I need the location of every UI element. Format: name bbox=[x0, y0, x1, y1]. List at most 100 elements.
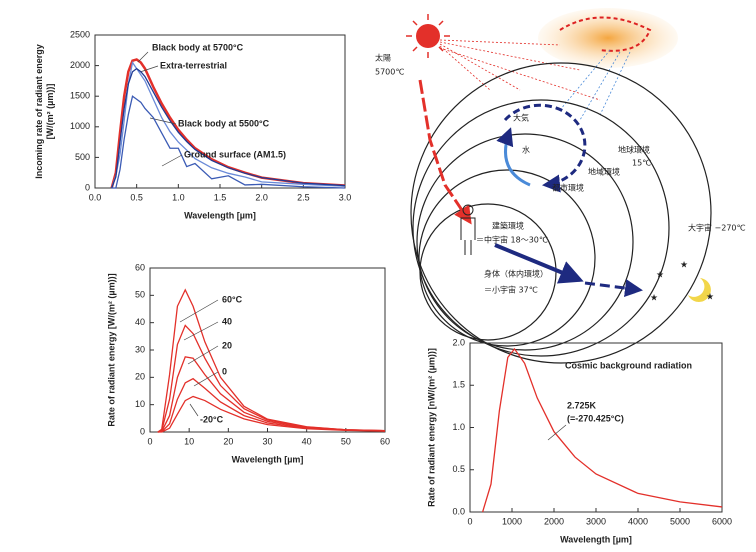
label: 大宇宙 −270℃ bbox=[688, 223, 746, 233]
y-tick-label: 2500 bbox=[70, 29, 90, 39]
y-tick-label: 40 bbox=[135, 317, 145, 327]
svg-text:★: ★ bbox=[650, 292, 658, 302]
series-label: 0 bbox=[222, 366, 227, 376]
y-tick-label: 1500 bbox=[70, 91, 90, 101]
annotation: 2.725K bbox=[567, 400, 597, 410]
label: ＝中宇宙 18～30℃ bbox=[476, 235, 548, 245]
y-tick-label: 0 bbox=[85, 182, 90, 192]
annotation: (=-270.425°C) bbox=[567, 413, 624, 423]
label: 5700℃ bbox=[375, 68, 404, 77]
x-tick-label: 4000 bbox=[628, 516, 648, 526]
svg-text:★: ★ bbox=[656, 269, 664, 279]
y-tick-label: 0.5 bbox=[452, 464, 465, 474]
series-label: Black body at 5500°C bbox=[178, 118, 270, 128]
label: 太陽 bbox=[375, 53, 391, 63]
x-tick-label: 10 bbox=[184, 436, 194, 446]
leader-line bbox=[183, 321, 219, 341]
series-line bbox=[157, 377, 386, 433]
annotation: Cosmic background radiation bbox=[565, 360, 692, 370]
series-line bbox=[111, 67, 346, 189]
stars: ★ ★ ★ ★ bbox=[650, 259, 714, 302]
radiation-rays bbox=[439, 39, 601, 101]
y-tick-label: 10 bbox=[135, 399, 145, 409]
leader-line bbox=[193, 371, 219, 387]
series-label: 60°C bbox=[222, 294, 243, 304]
leader-line bbox=[179, 299, 219, 323]
label: 身体（体内環境） bbox=[484, 269, 548, 279]
y-tick-label: 0.0 bbox=[452, 506, 465, 516]
series-line bbox=[111, 95, 346, 189]
series-label: Extra-terrestrial bbox=[160, 60, 227, 70]
x-tick-label: 2.0 bbox=[255, 192, 268, 202]
y-tick-label: 50 bbox=[135, 290, 145, 300]
moon bbox=[688, 278, 711, 302]
leader-line bbox=[139, 65, 159, 73]
y-axis-label: Incoming rate of radiant energy bbox=[34, 44, 44, 179]
x-tick-label: 40 bbox=[302, 436, 312, 446]
sun-rays bbox=[406, 14, 450, 58]
radiation-arrow bbox=[494, 243, 584, 284]
label: 大気 bbox=[513, 113, 529, 123]
series-label: 20 bbox=[222, 340, 232, 350]
y-tick-label: 1000 bbox=[70, 121, 90, 131]
x-tick-label: 0 bbox=[147, 436, 152, 446]
svg-text:★: ★ bbox=[706, 291, 714, 301]
x-tick-label: 2000 bbox=[544, 516, 564, 526]
environment-circles bbox=[410, 62, 712, 364]
sun bbox=[416, 24, 440, 48]
radiation-arrow bbox=[584, 279, 643, 298]
y-tick-label: 1.5 bbox=[452, 380, 465, 390]
plot-frame bbox=[94, 34, 346, 189]
y-tick-label: 500 bbox=[75, 152, 90, 162]
x-tick-label: 5000 bbox=[670, 516, 690, 526]
x-tick-label: 0 bbox=[467, 516, 472, 526]
series-label: Ground surface (AM1.5) bbox=[184, 149, 286, 159]
x-tick-label: 1.5 bbox=[214, 192, 227, 202]
y-tick-label: 20 bbox=[135, 372, 145, 382]
x-tick-label: 2.5 bbox=[297, 192, 310, 202]
label: ＝小宇宙 37℃ bbox=[484, 285, 538, 295]
y-axis-label: [W/(m² (µm))] bbox=[45, 84, 55, 140]
x-tick-label: 50 bbox=[341, 436, 351, 446]
series-line bbox=[157, 288, 386, 433]
x-tick-label: 6000 bbox=[712, 516, 732, 526]
plot-frame bbox=[149, 267, 386, 433]
cloud-outline bbox=[559, 16, 652, 52]
y-tick-label: 1.0 bbox=[452, 422, 465, 432]
x-tick-label: 1000 bbox=[502, 516, 522, 526]
x-tick-label: 0.0 bbox=[89, 192, 102, 202]
solar-arrow bbox=[418, 79, 472, 225]
x-tick-label: 3000 bbox=[586, 516, 606, 526]
label: 建築環境 bbox=[492, 221, 524, 231]
x-tick-label: 3.0 bbox=[339, 192, 352, 202]
series-line bbox=[157, 395, 386, 433]
series-label: -20°C bbox=[200, 414, 224, 424]
y-tick-label: 30 bbox=[135, 344, 145, 354]
label: 水 bbox=[522, 145, 530, 155]
y-tick-label: 2000 bbox=[70, 60, 90, 70]
series-label: Black body at 5700°C bbox=[152, 42, 244, 52]
x-axis-label: Wavelength [µm] bbox=[232, 454, 304, 464]
label: 地域環境 bbox=[588, 167, 620, 177]
y-axis-label: Rate of radiant energy [W/(m² (µm))] bbox=[106, 273, 116, 426]
y-tick-label: 2.0 bbox=[452, 337, 465, 347]
series-label: 40 bbox=[222, 316, 232, 326]
diagram: ★ ★ ★ ★ 太陽 5700℃ 地球環境 15℃ 地域環境 都市環境 建築環境 ＝中… bbox=[375, 8, 746, 364]
x-tick-label: 20 bbox=[223, 436, 233, 446]
x-tick-label: 60 bbox=[380, 436, 390, 446]
leader-line bbox=[187, 345, 219, 365]
leader-line bbox=[161, 154, 183, 167]
label: 15℃ bbox=[632, 159, 651, 168]
water-cycle bbox=[503, 103, 587, 193]
human-icon bbox=[460, 204, 476, 255]
x-axis-label: Wavelength [µm] bbox=[184, 210, 256, 220]
svg-text:★: ★ bbox=[680, 259, 688, 269]
y-axis-label: Rate of radiant energy [nW/(m² (µm))] bbox=[426, 348, 436, 507]
x-tick-label: 0.5 bbox=[130, 192, 143, 202]
x-tick-label: 1.0 bbox=[172, 192, 185, 202]
leader-line bbox=[137, 51, 149, 63]
label: 都市環境 bbox=[552, 183, 584, 193]
leader-line bbox=[547, 424, 567, 441]
series-line bbox=[481, 347, 723, 513]
